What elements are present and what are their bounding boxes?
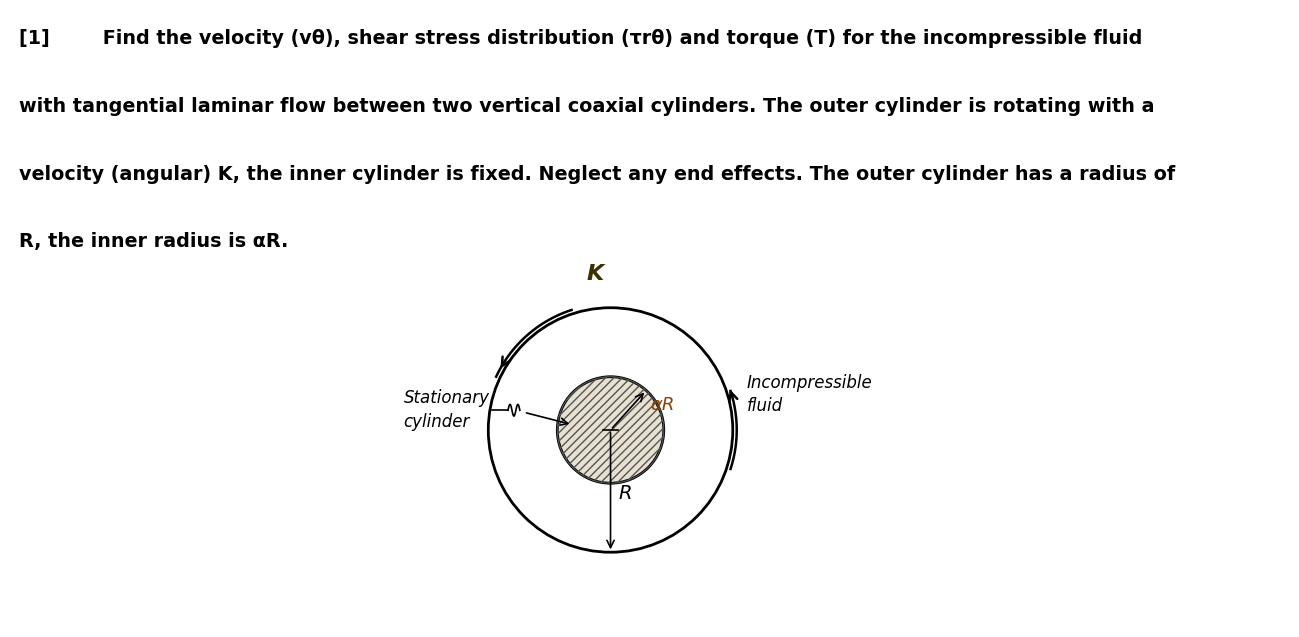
Text: R: R — [618, 484, 631, 503]
Circle shape — [557, 376, 664, 483]
Text: with tangential laminar flow between two vertical coaxial cylinders. The outer c: with tangential laminar flow between two… — [19, 97, 1155, 116]
Text: K: K — [586, 264, 603, 284]
Text: Incompressible
fluid: Incompressible fluid — [747, 374, 873, 415]
Text: Stationary
cylinder: Stationary cylinder — [404, 389, 490, 431]
Text: [1]        Find the velocity (vθ), shear stress distribution (τrθ) and torque (T: [1] Find the velocity (vθ), shear stress… — [19, 29, 1143, 48]
Text: αR: αR — [650, 396, 674, 414]
Text: velocity (angular) K, the inner cylinder is fixed. Neglect any end effects. The : velocity (angular) K, the inner cylinder… — [19, 164, 1176, 183]
Text: R, the inner radius is αR.: R, the inner radius is αR. — [19, 233, 288, 252]
